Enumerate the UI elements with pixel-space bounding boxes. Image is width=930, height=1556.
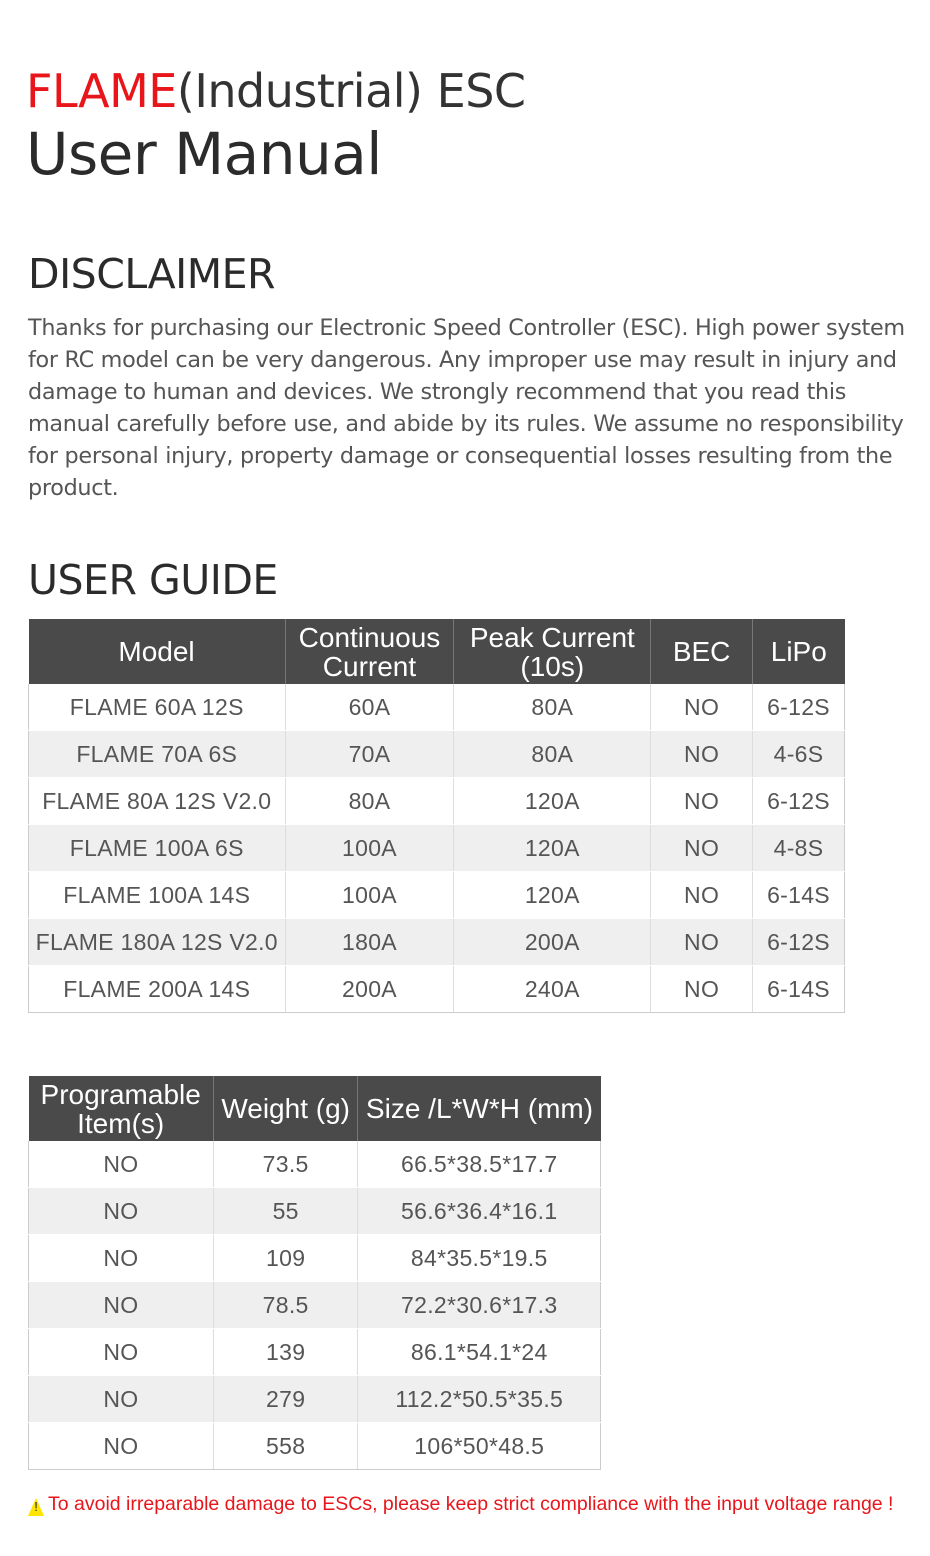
table-cell: 6-12S <box>752 918 845 966</box>
table-row: NO 109 84*35.5*19.5 <box>28 1234 601 1282</box>
table-cell: NO <box>650 824 753 872</box>
table-cell: 100A <box>284 871 454 919</box>
column-header: Peak Current (10s) <box>453 619 651 684</box>
table-row: FLAME 80A 12S V2.0 80A 120A NO 6-12S <box>28 777 845 825</box>
table-cell: NO <box>650 777 753 825</box>
disclaimer-text: Thanks for purchasing our Electronic Spe… <box>28 315 905 501</box>
table-row: FLAME 70A 6S 70A 80A NO 4-6S <box>28 730 845 778</box>
table-cell: NO <box>28 1375 214 1423</box>
table-cell: FLAME 60A 12S <box>28 684 286 731</box>
spec-table-size: Programable Item(s) Weight (g) Size /L*W*H… <box>28 1076 601 1470</box>
table-cell: FLAME 200A 14S <box>28 965 286 1013</box>
table-cell: 6-14S <box>752 871 845 919</box>
table-cell: 4-8S <box>752 824 845 872</box>
column-header: Continuous Current <box>284 619 454 684</box>
column-header: BEC <box>650 619 753 684</box>
table-cell: 56.6*36.4*16.1 <box>357 1187 601 1235</box>
warning-triangle-icon: ! <box>28 1498 44 1516</box>
table-cell: NO <box>650 684 753 731</box>
column-header: Size /L*W*H (mm) <box>357 1076 601 1141</box>
table-cell: 84*35.5*19.5 <box>357 1234 601 1282</box>
table-cell: NO <box>650 965 753 1013</box>
table-cell: NO <box>28 1187 214 1235</box>
table-row: NO 558 106*50*48.5 <box>28 1422 601 1470</box>
table-cell: FLAME 80A 12S V2.0 <box>28 777 286 825</box>
table-cell: 80A <box>284 777 454 825</box>
table-cell: 200A <box>453 918 651 966</box>
brand-name: FLAME <box>26 64 177 118</box>
table-row: FLAME 180A 12S V2.0 180A 200A NO 6-12S <box>28 918 845 966</box>
table-cell: FLAME 100A 6S <box>28 824 286 872</box>
table-cell: 139 <box>212 1328 358 1376</box>
table-row: NO 279 112.2*50.5*35.5 <box>28 1375 601 1423</box>
table-cell: NO <box>28 1328 214 1376</box>
column-header: LiPo <box>752 619 845 684</box>
table-cell: 60A <box>284 684 454 731</box>
column-header: Programable Item(s) <box>28 1076 214 1141</box>
title-rest: (Industrial) ESC <box>176 64 526 118</box>
spec-table-current: Model Continuous Current Peak Current (10s… <box>28 619 845 1013</box>
table-cell: 106*50*48.5 <box>357 1422 601 1470</box>
table-cell: 558 <box>212 1422 358 1470</box>
table-cell: 78.5 <box>212 1281 358 1329</box>
table-cell: 4-6S <box>752 730 845 778</box>
table-cell: 72.2*30.6*17.3 <box>357 1281 601 1329</box>
table-row: FLAME 100A 14S 100A 120A NO 6-14S <box>28 871 845 919</box>
document-subtitle: User Manual <box>26 120 382 188</box>
table-cell: 6-12S <box>752 777 845 825</box>
document-title: FLAME(Industrial) ESC <box>26 64 526 118</box>
column-header: Weight (g) <box>212 1076 358 1141</box>
table-cell: 86.1*54.1*24 <box>357 1328 601 1376</box>
table-cell: 100A <box>284 824 454 872</box>
table-row: FLAME 100A 6S 100A 120A NO 4-8S <box>28 824 845 872</box>
table-cell: 180A <box>284 918 454 966</box>
table-cell: 120A <box>453 777 651 825</box>
table-cell: NO <box>650 918 753 966</box>
table-cell: 6-12S <box>752 684 845 731</box>
table-cell: 80A <box>453 730 651 778</box>
disclaimer-heading: DISCLAIMER <box>28 250 276 298</box>
table-row: FLAME 60A 12S 60A 80A NO 6-12S <box>28 684 845 731</box>
table-row: NO 55 56.6*36.4*16.1 <box>28 1187 601 1235</box>
table-cell: 200A <box>284 965 454 1013</box>
table-cell: 120A <box>453 871 651 919</box>
table-cell: 6-14S <box>752 965 845 1013</box>
table-cell: 66.5*38.5*17.7 <box>357 1141 601 1188</box>
warning-note: ! To avoid irreparable damage to ESCs, pl… <box>28 1492 918 1517</box>
table-cell: 73.5 <box>212 1141 358 1188</box>
table-cell: NO <box>28 1141 214 1188</box>
table-row: NO 73.5 66.5*38.5*17.7 <box>28 1141 601 1188</box>
table-cell: NO <box>650 871 753 919</box>
table-cell: FLAME 180A 12S V2.0 <box>28 918 286 966</box>
table-cell: 240A <box>453 965 651 1013</box>
table-cell: 70A <box>284 730 454 778</box>
table-row: NO 78.5 72.2*30.6*17.3 <box>28 1281 601 1329</box>
table-cell: NO <box>28 1422 214 1470</box>
table-cell: FLAME 100A 14S <box>28 871 286 919</box>
table-row: FLAME 200A 14S 200A 240A NO 6-14S <box>28 965 845 1013</box>
table-cell: 80A <box>453 684 651 731</box>
table-cell: 279 <box>212 1375 358 1423</box>
table-cell: 112.2*50.5*35.5 <box>357 1375 601 1423</box>
table-cell: NO <box>650 730 753 778</box>
table-cell: NO <box>28 1281 214 1329</box>
user-guide-heading: USER GUIDE <box>28 556 278 604</box>
warning-text: To avoid irreparable damage to ESCs, ple… <box>48 1493 894 1515</box>
table-cell: 120A <box>453 824 651 872</box>
table-cell: FLAME 70A 6S <box>28 730 286 778</box>
table-cell: 55 <box>212 1187 358 1235</box>
column-header: Model <box>28 619 286 684</box>
table-cell: NO <box>28 1234 214 1282</box>
table-cell: 109 <box>212 1234 358 1282</box>
table-row: NO 139 86.1*54.1*24 <box>28 1328 601 1376</box>
